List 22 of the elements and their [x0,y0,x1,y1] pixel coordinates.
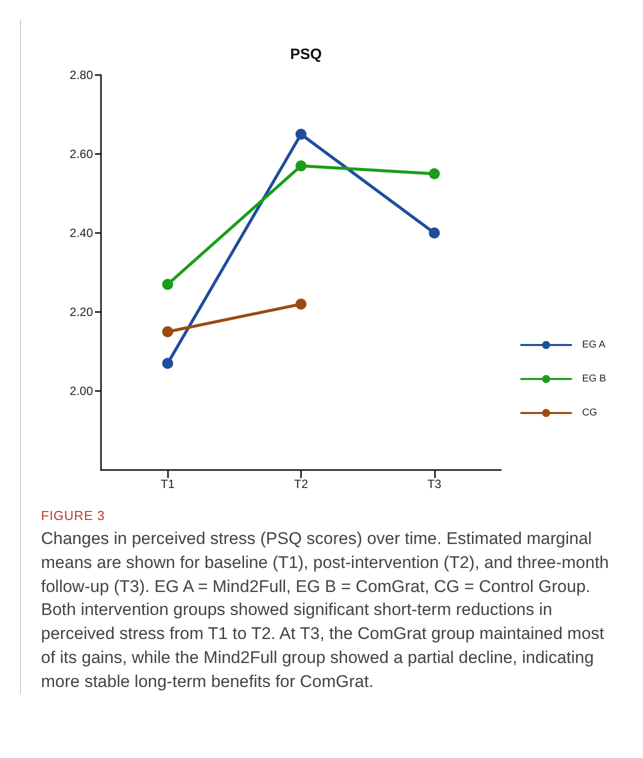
x-tick-label: T3 [427,477,442,491]
legend-label: EG B [582,374,606,384]
text: Changes in perceived stress (PSQ scores) over time. Estimated marginal means are shown for baseline (T1), post-intervention (T2), and three-month follow-up (T3). EG A = Mind2Full, EG B = ComGrat, CG = Control Group. Both intervention groups showed significant short-term reductions in perceived stress from T1 to T2. At T3, the ComGrat group maintained most of its gains, while the Mind2Full group showed a partial decline, indicating more stable long-term benefits for ComGrat. [41,528,610,693]
point [162,358,174,369]
y-tick-label: 2.40 [70,226,94,240]
caption: FIGURE 3 [41,508,106,523]
point [296,298,306,310]
x-tick-label: T2 [294,477,308,491]
point [296,128,306,140]
y-tick-label: 2.00 [70,384,94,398]
point [428,168,440,180]
chart-title: PSQ [290,46,322,63]
point [162,326,174,338]
legend-label: EG A [582,340,606,350]
y-tick-label: 2.60 [70,147,94,161]
point [296,160,306,172]
y-tick-label: 2.20 [70,305,94,319]
y-tick-label: 2.80 [70,68,94,82]
point [162,278,174,290]
point [428,228,440,238]
x-tick-label: T1 [160,477,175,491]
legend-label: CG [582,408,598,418]
